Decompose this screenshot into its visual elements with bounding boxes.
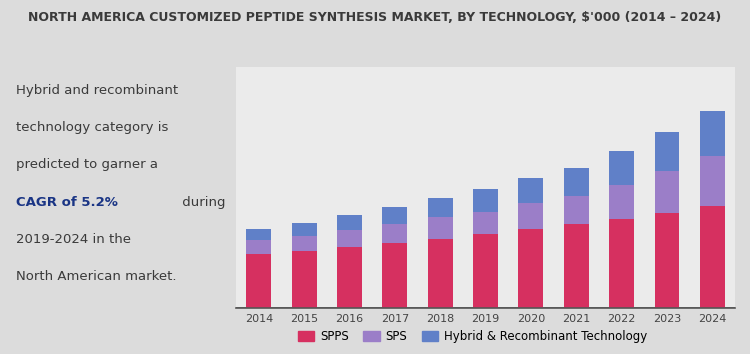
Bar [700, 156, 724, 206]
Bar [609, 185, 634, 219]
Text: NORTH AMERICA CUSTOMIZED PEPTIDE SYNTHESIS MARKET, BY TECHNOLOGY, $'000 (2014 – : NORTH AMERICA CUSTOMIZED PEPTIDE SYNTHES… [28, 11, 722, 24]
Bar [473, 212, 498, 234]
Legend: SPPS, SPS, Hybrid & Recombinant Technology: SPPS, SPS, Hybrid & Recombinant Technolo… [293, 326, 652, 348]
Text: Hybrid and recombinant: Hybrid and recombinant [16, 84, 178, 97]
Bar [338, 215, 362, 230]
Bar [247, 229, 272, 240]
Text: predicted to garner a: predicted to garner a [16, 159, 158, 171]
Text: CAGR of 5.2%: CAGR of 5.2% [16, 196, 119, 209]
Bar [518, 229, 544, 308]
Bar [564, 224, 589, 308]
Bar [382, 207, 407, 224]
Bar [382, 224, 407, 243]
Bar [564, 168, 589, 196]
Bar [518, 178, 544, 203]
Bar [700, 111, 724, 156]
Text: during: during [178, 196, 226, 209]
Bar [292, 236, 316, 251]
Bar [247, 240, 272, 254]
Bar [473, 234, 498, 308]
Bar [338, 247, 362, 308]
Bar [473, 189, 498, 212]
Bar [427, 198, 453, 217]
Text: technology category is: technology category is [16, 121, 169, 134]
Bar [655, 213, 680, 308]
Bar [609, 151, 634, 185]
Bar [427, 239, 453, 308]
Bar [655, 171, 680, 213]
Bar [338, 230, 362, 247]
Bar [518, 203, 544, 229]
Bar [609, 219, 634, 308]
Text: 2019-2024 in the: 2019-2024 in the [16, 233, 131, 246]
Bar [564, 196, 589, 224]
Bar [427, 217, 453, 239]
Bar [655, 132, 680, 171]
Bar [700, 206, 724, 308]
Bar [292, 223, 316, 236]
Bar [292, 251, 316, 308]
Bar [247, 254, 272, 308]
Text: North American market.: North American market. [16, 270, 177, 283]
Bar [382, 243, 407, 308]
